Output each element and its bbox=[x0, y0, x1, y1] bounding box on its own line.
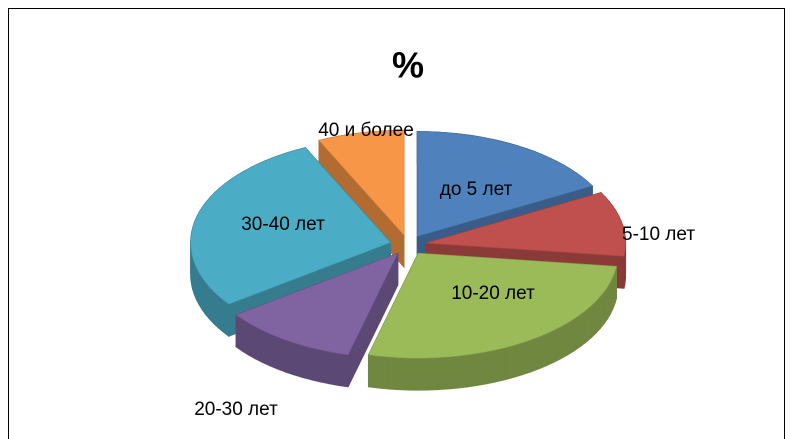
slice-side bbox=[607, 280, 611, 321]
slice-label: 20-30 лет bbox=[194, 399, 278, 420]
slice-side bbox=[567, 318, 575, 356]
slice-label: 40 и более bbox=[318, 120, 414, 141]
slice-side bbox=[538, 333, 547, 370]
slice-side bbox=[590, 300, 597, 339]
slice-side bbox=[301, 344, 312, 381]
slice-side bbox=[623, 251, 626, 289]
slice-side bbox=[285, 339, 295, 376]
slice-side bbox=[241, 318, 249, 356]
slice bbox=[190, 147, 392, 305]
slice bbox=[235, 252, 399, 356]
slice-side bbox=[377, 355, 389, 390]
slice-side bbox=[546, 329, 555, 367]
slice bbox=[367, 252, 617, 359]
slice-side bbox=[397, 357, 409, 391]
slice-side bbox=[407, 357, 419, 391]
slice-side bbox=[521, 339, 531, 376]
slice-side bbox=[476, 351, 487, 387]
slice-side bbox=[513, 342, 523, 379]
slice-side bbox=[269, 333, 278, 370]
slice-side bbox=[254, 326, 263, 364]
slice-side bbox=[212, 290, 219, 329]
slice-side bbox=[387, 356, 399, 391]
slice-side bbox=[560, 322, 569, 360]
slice-label: 5-10 лет bbox=[622, 224, 695, 245]
slice-side bbox=[261, 329, 271, 367]
slice bbox=[318, 130, 405, 237]
slice-side bbox=[208, 285, 214, 325]
slice-side bbox=[427, 357, 439, 391]
chart-title: % bbox=[392, 45, 424, 86]
slice-side bbox=[338, 353, 349, 388]
slice-side bbox=[417, 357, 429, 391]
slice-side bbox=[495, 347, 506, 383]
slice-side bbox=[201, 275, 206, 316]
slice-label: 10-20 лет bbox=[451, 283, 535, 304]
slice-side bbox=[310, 347, 321, 383]
slice-side bbox=[573, 313, 581, 352]
slice-side bbox=[553, 325, 562, 363]
slice-side bbox=[585, 304, 592, 344]
slice-side bbox=[198, 270, 203, 311]
slice-side bbox=[204, 280, 210, 320]
slice-side bbox=[530, 336, 540, 373]
slice bbox=[425, 192, 626, 257]
slice-side bbox=[466, 353, 478, 388]
slice-side bbox=[447, 355, 458, 390]
slice-side bbox=[457, 354, 468, 389]
slice bbox=[416, 131, 594, 237]
slice-side bbox=[579, 309, 587, 348]
slice-side bbox=[217, 294, 224, 333]
slice-side bbox=[293, 342, 303, 378]
slice-side bbox=[222, 299, 230, 338]
slice-side bbox=[248, 322, 256, 360]
slice-side bbox=[367, 354, 379, 389]
slice-side bbox=[595, 295, 601, 335]
slice-side bbox=[599, 290, 605, 330]
slice-side bbox=[328, 351, 340, 386]
slice-side bbox=[319, 349, 330, 385]
slice-side bbox=[277, 336, 286, 373]
slice-side bbox=[437, 356, 448, 391]
slice-label: до 5 лет bbox=[440, 179, 513, 200]
slice-label: 30-40 лет bbox=[241, 214, 325, 235]
slice-side bbox=[504, 344, 514, 381]
slice-side bbox=[485, 349, 496, 385]
slice-side bbox=[603, 285, 609, 325]
slice-side bbox=[235, 314, 243, 352]
